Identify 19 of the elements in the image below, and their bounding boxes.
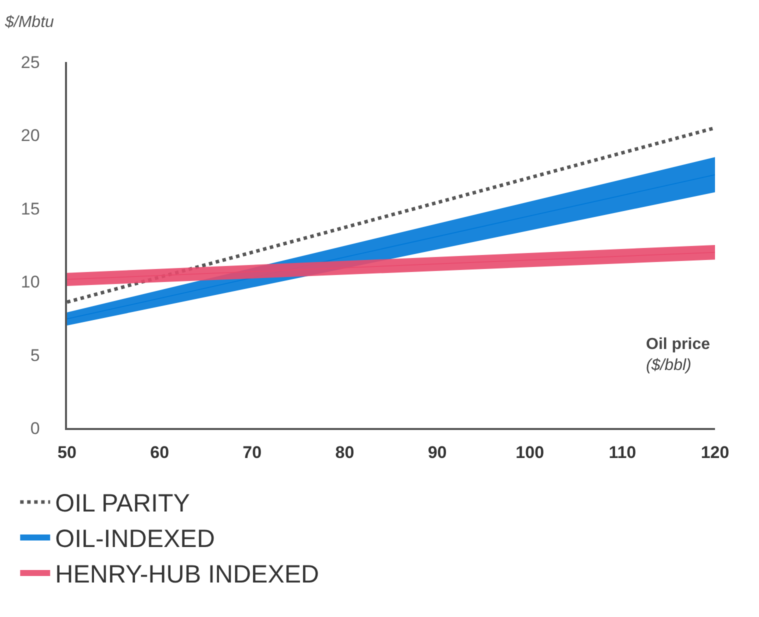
- x-tick-label: 50: [58, 443, 76, 462]
- y-tick-label: 5: [30, 346, 40, 365]
- legend-label: OIL-INDEXED: [55, 525, 215, 554]
- x-tick-label: 70: [242, 443, 262, 462]
- legend-label: HENRY-HUB INDEXED: [55, 560, 320, 589]
- y-tick-label: 15: [20, 199, 40, 218]
- legend-label: OIL PARITY: [55, 490, 190, 518]
- y-axis-title: $/Mbtu: [4, 14, 54, 31]
- x-axis-title: Oil price ($/bbl): [646, 336, 710, 374]
- x-tick-label: 90: [428, 443, 447, 462]
- x-tick-label: 80: [335, 443, 354, 462]
- y-tick-label: 0: [30, 418, 40, 438]
- x-tick-label: 60: [150, 443, 170, 462]
- y-tick-label: 10: [20, 272, 40, 292]
- x-tick-label: 110: [608, 443, 636, 462]
- x-tick-label: 100: [516, 443, 544, 462]
- y-tick-label: 25: [20, 52, 40, 72]
- x-tick-label: 120: [700, 443, 730, 462]
- y-tick-label: 20: [20, 126, 40, 146]
